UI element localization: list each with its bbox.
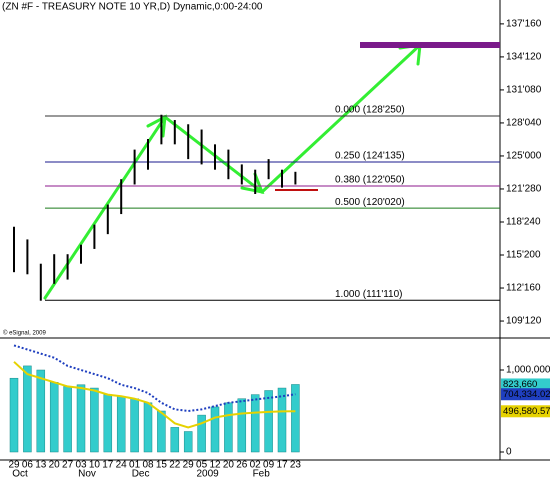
volume-bar <box>63 386 72 453</box>
volume-bar <box>90 387 99 453</box>
chart-title: (ZN #F - TREASURY NOTE 10 YR,D) Dynamic,… <box>2 2 263 13</box>
x-tick-label: 15 <box>156 460 168 471</box>
y-tick-label: 134'120 <box>506 52 542 63</box>
value-label-box <box>501 388 550 401</box>
value-label-box <box>501 378 550 391</box>
value-label: 704,334.02 <box>503 389 550 400</box>
y-tick-label: 131'080 <box>506 85 542 96</box>
value-label-box <box>501 405 550 418</box>
volume-bar <box>183 431 193 453</box>
fib-label: 0.250 (124'135) <box>335 151 405 162</box>
y-tick-label: 1,000,000 <box>506 365 550 376</box>
value-label: 823,660 <box>503 379 537 390</box>
x-tick-label: 20 <box>223 460 235 471</box>
volume-bar <box>76 384 86 453</box>
x-tick-label: 06 <box>22 460 34 471</box>
volume-bar <box>130 398 139 453</box>
x-tick-label: 13 <box>35 460 47 471</box>
month-label: Feb <box>253 469 271 478</box>
fib-label: 0.000 (128'250) <box>335 105 405 116</box>
x-tick-label: 17 <box>276 460 288 471</box>
volume-bar <box>277 387 287 453</box>
volume-bar <box>103 394 113 453</box>
x-tick-label: 17 <box>102 460 114 471</box>
fib-label: 1.000 (111'110) <box>335 289 403 300</box>
volume-bar <box>264 390 273 453</box>
y-tick-label: 125'000 <box>506 151 542 162</box>
x-tick-label: 05 <box>196 460 208 471</box>
volume-bar <box>143 402 153 453</box>
x-tick-label: 20 <box>49 460 61 471</box>
volume-bar <box>210 406 220 453</box>
x-tick-label: 12 <box>209 460 221 471</box>
x-tick-label: 10 <box>89 460 101 471</box>
fib-label: 0.500 (120'020) <box>335 197 405 208</box>
volume-bar <box>250 394 260 453</box>
volume-bar <box>291 384 300 453</box>
arrow-head <box>240 172 265 195</box>
volume-bar <box>170 427 180 453</box>
fib-label: 0.380 (122'050) <box>335 175 405 186</box>
x-tick-label: 08 <box>142 460 154 471</box>
indicator-line <box>13 361 296 429</box>
volume-bar <box>36 369 46 453</box>
y-tick-label: 137'160 <box>506 19 542 30</box>
x-tick-label: 26 <box>236 460 248 471</box>
x-tick-label: 09 <box>263 460 275 471</box>
x-tick-label: 23 <box>290 460 302 471</box>
y-tick-label: 118'240 <box>506 217 541 228</box>
value-label: 496,580.57 <box>503 406 550 417</box>
x-tick-label: 02 <box>250 460 262 471</box>
y-tick-label: 109'120 <box>506 316 542 327</box>
month-label: Nov <box>78 469 96 478</box>
x-tick-label: 01 <box>129 460 141 471</box>
volume-bar <box>49 382 59 453</box>
x-tick-label: 24 <box>116 460 128 471</box>
volume-bar <box>237 398 247 453</box>
x-tick-label: 03 <box>75 460 87 471</box>
volume-bar <box>224 402 233 453</box>
volume-bar <box>23 365 32 453</box>
month-label: 2009 <box>196 469 219 478</box>
arrow-head <box>146 114 167 138</box>
volume-bar <box>116 395 126 453</box>
y-tick-label: 0 <box>506 447 512 458</box>
y-tick-label: 112'160 <box>506 283 541 294</box>
x-tick-label: 29 <box>183 460 195 471</box>
volume-bar <box>9 377 19 453</box>
x-tick-label: 29 <box>8 460 20 471</box>
indicator-line <box>13 344 296 413</box>
credit: © eSignal, 2009 <box>3 330 46 337</box>
y-tick-label: 121'280 <box>506 184 542 195</box>
volume-bar <box>157 410 166 453</box>
y-tick-label: 128'040 <box>506 118 542 129</box>
x-tick-label: 27 <box>62 460 74 471</box>
month-label: Oct <box>12 469 28 478</box>
trend-arrow <box>43 43 422 300</box>
volume-bar <box>197 414 206 453</box>
y-tick-label: 115'200 <box>506 250 541 261</box>
month-label: Dec <box>132 469 150 478</box>
x-tick-label: 22 <box>169 460 181 471</box>
